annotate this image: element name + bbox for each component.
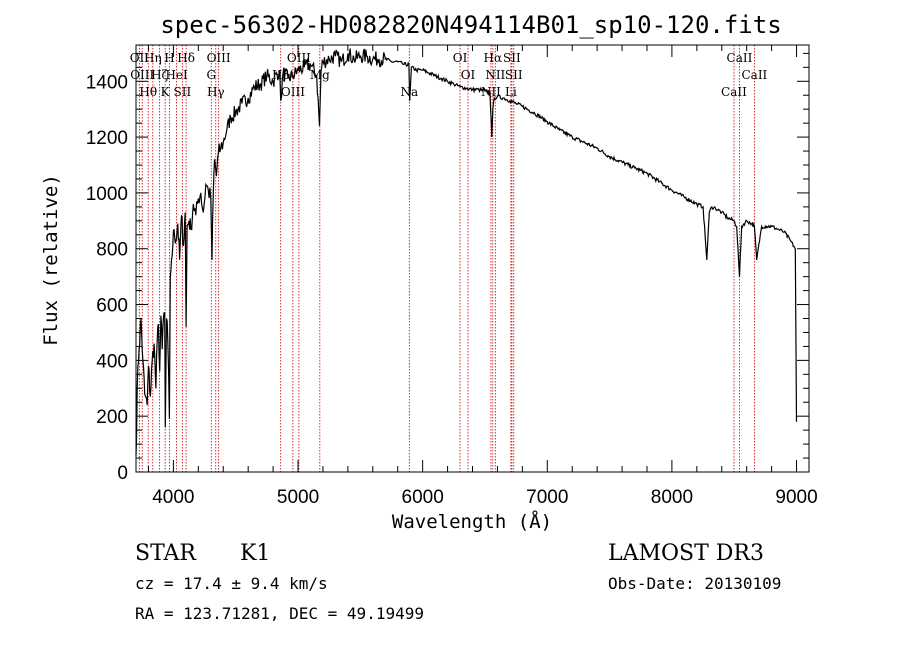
y-tick-label: 0 <box>117 463 128 484</box>
obs-date: Obs-Date: 20130109 <box>608 574 781 593</box>
line-label: CaII <box>727 51 753 65</box>
y-tick-label: 600 <box>96 296 128 317</box>
y-tick-label: 1400 <box>86 72 128 93</box>
line-label: Hη <box>144 51 162 65</box>
line-label: SII <box>503 51 521 65</box>
line-label: Hζ <box>151 68 168 82</box>
line-label: SII <box>174 85 192 99</box>
line-label: HeI <box>165 68 188 82</box>
line-label: NII <box>481 85 501 99</box>
x-tick-label: 5000 <box>277 487 319 508</box>
x-axis: 4000 5000 6000 7000 8000 9000 <box>147 45 818 508</box>
x-tick-label: 6000 <box>402 487 444 508</box>
chart-title: spec-56302-HD082820N494114B01_sp10-120.f… <box>160 11 781 39</box>
y-tick-label: 200 <box>96 407 128 428</box>
y-axis-label: Flux (relative) <box>40 174 62 346</box>
line-label: OIII <box>207 51 231 65</box>
y-tick-label: 800 <box>96 240 128 261</box>
survey-name: LAMOST DR3 <box>608 541 764 566</box>
object-class: STAR <box>135 541 197 566</box>
line-label: Li <box>505 85 517 99</box>
spectrum-line <box>135 48 798 456</box>
coordinates: RA = 123.71281, DEC = 49.19499 <box>135 604 424 623</box>
line-label: SII <box>505 68 523 82</box>
line-label: OI <box>461 68 476 82</box>
redshift-readout: cz = 17.4 ± 9.4 km/s <box>135 574 328 593</box>
line-label: K <box>161 85 171 99</box>
x-tick-label: 9000 <box>775 487 817 508</box>
y-tick-label: 1000 <box>86 184 128 205</box>
subclass: K1 <box>240 541 270 566</box>
x-tick-label: 4000 <box>152 487 194 508</box>
line-label: Hα <box>484 51 503 65</box>
spectral-line-labels: OIIOIIIHθHηHζKHHeISIIHδGHγOIIIHβOIIIOIII… <box>130 51 768 99</box>
y-tick-label: 1200 <box>86 128 128 149</box>
line-label: OI <box>453 51 468 65</box>
line-label: Hθ <box>139 85 157 99</box>
line-label: Mg <box>310 68 330 82</box>
y-tick-label: 400 <box>96 351 128 372</box>
line-label: H <box>164 51 174 65</box>
x-tick-label: 8000 <box>651 487 693 508</box>
spectral-line-markers <box>138 45 755 472</box>
line-label: CaII <box>741 68 767 82</box>
line-label: OIII <box>281 85 305 99</box>
line-label: CaII <box>721 85 747 99</box>
line-label: Hδ <box>177 51 195 65</box>
line-label: OII <box>130 51 150 65</box>
x-axis-label: Wavelength (Å) <box>392 510 552 533</box>
line-label: Hγ <box>207 85 225 99</box>
x-tick-label: 7000 <box>526 487 568 508</box>
line-label: G <box>206 68 216 82</box>
line-label: NII <box>485 68 505 82</box>
y-axis: 0 200 400 600 800 1000 1200 1400 <box>86 52 809 484</box>
